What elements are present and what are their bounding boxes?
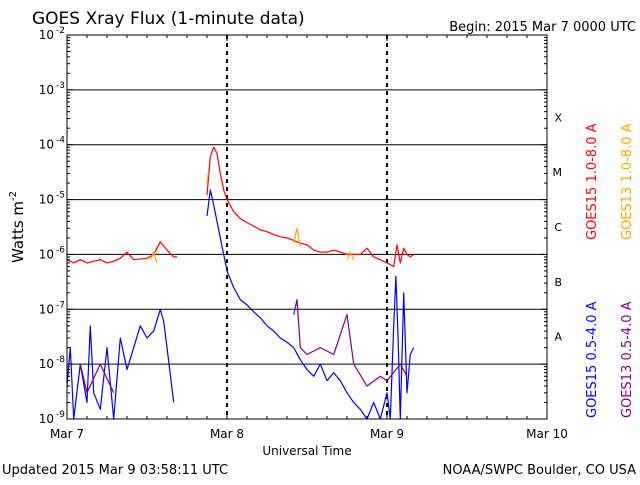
y-axis-label: Watts m-2 [8, 191, 27, 263]
series-line [149, 251, 158, 264]
x-tick-label: Mar 8 [210, 427, 244, 441]
flare-class-label: M [553, 166, 563, 179]
series-line [293, 299, 408, 387]
x-tick-label: Mar 7 [50, 427, 84, 441]
x-tick-label: Mar 9 [370, 427, 404, 441]
data-series [66, 146, 415, 420]
y-tick-label: 10 -6 [39, 245, 66, 261]
series-line [346, 251, 355, 260]
series-line [293, 227, 301, 247]
series-3 [79, 299, 408, 394]
y-axis-label-text: Watts m [9, 201, 27, 263]
series-2 [66, 189, 415, 420]
series-line [66, 241, 177, 264]
flare-class-label: A [554, 331, 562, 344]
axes: 10-9 10-8 10-7 10-6 10-5 10-4 10-3 10 -2 Mar 7 Mar… [39, 26, 568, 441]
legend: GOES15 1.0-8.0 A GOES13 1.0-8.0 A GOES15 0… [585, 123, 635, 418]
series-1 [149, 173, 355, 264]
y-tick-label: 10 -4 [39, 136, 66, 152]
x-tick-label: Mar 10 [526, 427, 568, 441]
credit-text: NOAA/SWPC Boulder, CO USA [443, 463, 636, 478]
begin-timestamp: Begin: 2015 Mar 7 0000 UTC [449, 20, 636, 35]
series-line [206, 146, 415, 268]
series-line [79, 363, 115, 394]
y-tick-label: 10 -5 [39, 191, 65, 207]
legend-entry: GOES15 0.5-4.0 A [585, 301, 600, 418]
y-tick-label: 10 -8 [39, 355, 66, 371]
legend-entry: GOES13 0.5-4.0 A [620, 301, 635, 418]
series-line [206, 189, 415, 420]
updated-timestamp: Updated 2015 Mar 9 03:58:11 UTC [2, 463, 228, 478]
y-tick-label: 10 -9 [39, 410, 66, 426]
grid-lines [67, 35, 547, 419]
series-line [206, 173, 209, 184]
flare-class-label: C [554, 221, 562, 234]
legend-entry: GOES13 1.0-8.0 A [620, 123, 635, 240]
series-0 [66, 146, 415, 268]
flare-class-label: X [554, 111, 562, 124]
plot-frame [66, 34, 548, 420]
y-tick-label: 10 -7 [39, 300, 65, 316]
flare-class-label: B [554, 276, 562, 289]
y-tick-label: 10 -2 [39, 26, 65, 42]
x-axis-label: Universal Time [262, 444, 351, 458]
y-axis-label-superscript: -2 [8, 191, 19, 201]
y-tick-label: 10 -3 [39, 81, 65, 97]
legend-entry: GOES15 1.0-8.0 A [585, 123, 600, 240]
chart-title: GOES Xray Flux (1-minute data) [32, 9, 305, 29]
